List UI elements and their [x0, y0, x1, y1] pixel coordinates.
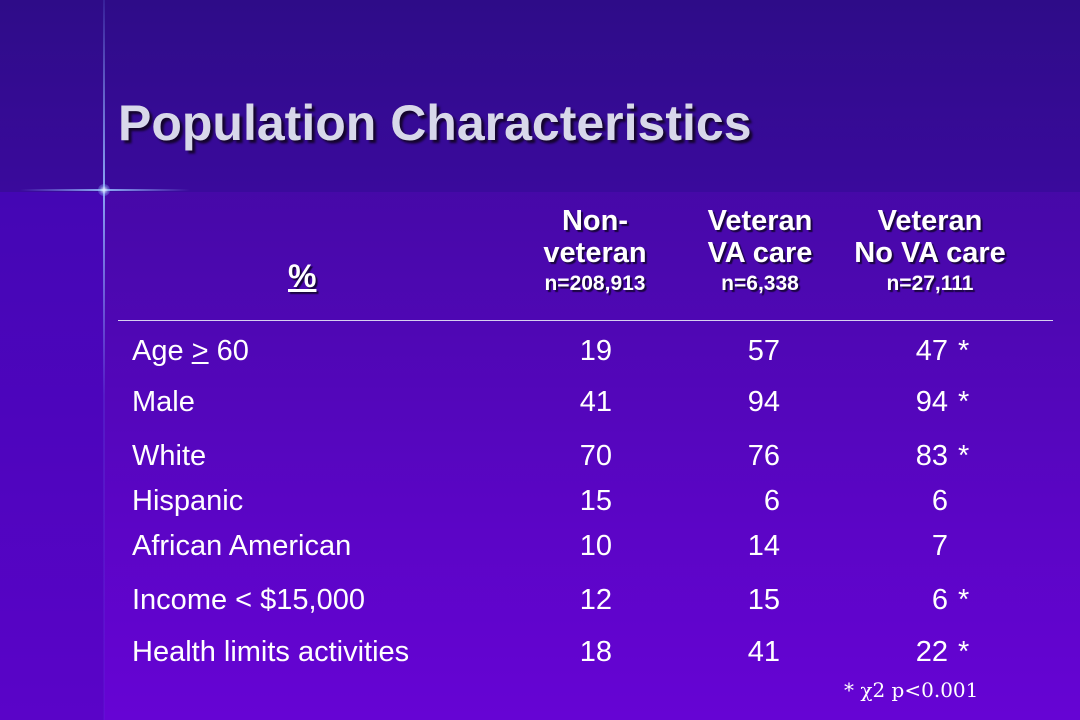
- column-header-veteran-va-care: Veteran VA care n=6,338: [665, 205, 855, 299]
- significance-marker: *: [958, 636, 970, 668]
- cell-veteran-no-va-care: 7: [931, 530, 948, 562]
- cell-non-veteran: 18: [579, 636, 612, 668]
- column-header-veteran-no-va-care: Veteran No VA care n=27,111: [825, 205, 1035, 299]
- table-row-age: Age > 60 19 57 47 *: [0, 331, 1080, 371]
- cell-veteran-no-va-care: 22: [915, 636, 948, 668]
- cell-non-veteran: 19: [579, 335, 612, 367]
- significance-marker: *: [958, 386, 970, 418]
- column-header-non-veteran: Non- veteran n=208,913: [500, 205, 690, 299]
- cell-non-veteran: 41: [579, 386, 612, 418]
- column-header-n: n=6,338: [721, 272, 799, 295]
- row-label-suffix: 60: [208, 335, 249, 367]
- cell-veteran-va-care: 94: [747, 386, 780, 418]
- row-label-prefix: Age: [132, 335, 192, 367]
- slide-title: Population Characteristics: [118, 95, 752, 151]
- row-label: Health limits activities: [132, 636, 410, 668]
- greater-equal-symbol: >: [191, 335, 209, 367]
- significance-marker: *: [958, 440, 970, 472]
- table-row-african-american: African American 10 14 7: [0, 526, 1080, 566]
- column-header-line2: No VA care: [854, 237, 1006, 269]
- column-header-line2: VA care: [707, 237, 813, 269]
- row-label: Male: [132, 386, 195, 418]
- table-row-health-limits: Health limits activities 18 41 22 *: [0, 632, 1080, 672]
- row-label: Income < $15,000: [132, 584, 365, 616]
- cell-veteran-va-care: 41: [747, 636, 780, 668]
- column-header-line1: Non-: [561, 205, 629, 237]
- significance-marker: *: [958, 584, 970, 616]
- row-label: White: [132, 440, 207, 472]
- column-header-n: n=27,111: [886, 272, 974, 295]
- row-label: Age > 60: [132, 331, 249, 371]
- row-label: African American: [132, 530, 352, 562]
- significance-marker: *: [958, 335, 970, 367]
- cell-veteran-va-care: 76: [747, 440, 780, 472]
- percent-header: %: [288, 258, 317, 294]
- cell-veteran-va-care: 14: [747, 530, 780, 562]
- column-header-line1: Veteran: [707, 205, 813, 237]
- table-row-income: Income < $15,000 12 15 6 *: [0, 580, 1080, 620]
- table-row-hispanic: Hispanic 15 6 6: [0, 481, 1080, 521]
- cell-non-veteran: 15: [579, 485, 612, 517]
- cell-veteran-va-care: 57: [747, 335, 780, 367]
- header-divider: [118, 320, 1053, 321]
- cell-non-veteran: 10: [579, 530, 612, 562]
- footnote: * χ2 p<0.001: [844, 678, 979, 702]
- cell-veteran-no-va-care: 6: [931, 485, 948, 517]
- cell-non-veteran: 70: [579, 440, 612, 472]
- cell-veteran-no-va-care: 47: [915, 335, 948, 367]
- table-row-male: Male 41 94 94 *: [0, 382, 1080, 422]
- cell-non-veteran: 12: [579, 584, 612, 616]
- cell-veteran-va-care: 15: [747, 584, 780, 616]
- column-header-line2: veteran: [543, 237, 647, 269]
- left-band: [0, 192, 104, 720]
- column-header-n: n=208,913: [544, 272, 646, 295]
- sparkle-vertical-line: [103, 0, 105, 720]
- table-row-white: White 70 76 83 *: [0, 436, 1080, 476]
- cell-veteran-no-va-care: 94: [915, 386, 948, 418]
- column-header-line1: Veteran: [877, 205, 983, 237]
- row-label: Hispanic: [132, 485, 244, 517]
- cell-veteran-no-va-care: 83: [915, 440, 948, 472]
- sparkle-star-icon: [98, 184, 110, 196]
- title-band: [0, 0, 1080, 192]
- cell-veteran-va-care: 6: [763, 485, 780, 517]
- cell-veteran-no-va-care: 6: [931, 584, 948, 616]
